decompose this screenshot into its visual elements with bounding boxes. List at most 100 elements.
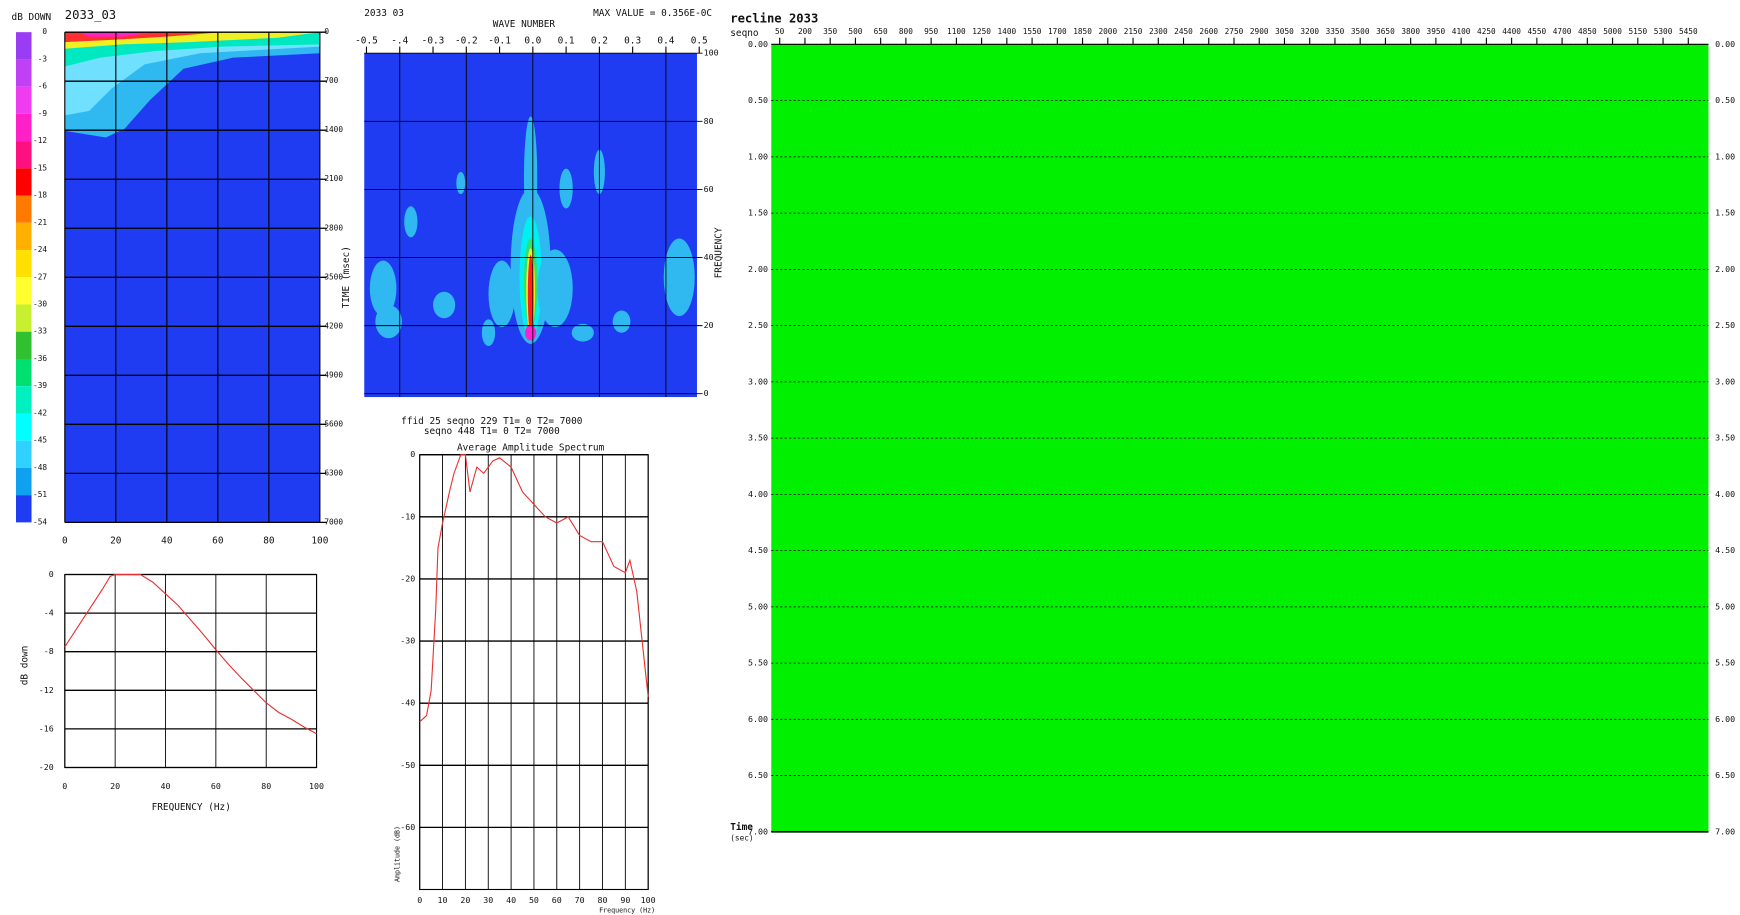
- y-tick-label: 2100: [324, 174, 343, 183]
- contour: [488, 260, 516, 328]
- y-tick-label: 2.50: [748, 320, 768, 330]
- y-tick-label: 2800: [324, 223, 343, 232]
- x-tick-label: 30: [483, 895, 493, 905]
- colorbar-tick-label: -15: [33, 163, 47, 172]
- x-tick-label: 2000: [1098, 27, 1117, 36]
- x-tick-label: 3200: [1300, 27, 1319, 36]
- colorbar-segment: [16, 467, 32, 496]
- y-tick-label: 3.50: [748, 433, 768, 443]
- y-label: dB down: [19, 646, 30, 686]
- y-unit: (sec): [730, 833, 753, 842]
- x-tick-label: 4100: [1452, 27, 1471, 36]
- contour: [559, 168, 573, 209]
- x-tick-label: 1100: [947, 27, 966, 36]
- colorbar-segment: [16, 386, 32, 414]
- colorbar-tick-label: -33: [33, 327, 47, 336]
- x-tick-label: 950: [924, 27, 938, 36]
- y-tick-label: 6300: [324, 468, 343, 477]
- x-tick-label: 0.4: [657, 36, 674, 47]
- subtitle: ffid 25 seqno 229 T1= 0 T2= 7000: [401, 416, 583, 427]
- y-tick-label: 4.50: [748, 545, 768, 555]
- x-tick-label: 20: [110, 536, 122, 547]
- x-tick-label: -0.1: [488, 36, 511, 47]
- colorbar-tick-label: -6: [38, 82, 48, 91]
- contour: [537, 249, 573, 328]
- x-tick-label: 2750: [1225, 27, 1244, 36]
- y-tick-label: -16: [39, 723, 54, 733]
- y-tick-label: 4.00: [748, 489, 768, 499]
- y-tick-label: 5.50: [1715, 658, 1735, 668]
- y-tick-label: 60: [704, 184, 714, 194]
- contour: [527, 255, 534, 333]
- y-tick-label: -8: [44, 646, 54, 656]
- y-tick-label: 1.00: [1715, 151, 1735, 161]
- subtitle: seqno 448 T1= 0 T2= 7000: [424, 426, 560, 437]
- y-tick-label: -50: [400, 760, 415, 770]
- colorbar-segment: [16, 32, 32, 60]
- x-tick-label: 1550: [1023, 27, 1042, 36]
- colorbar-segment: [16, 250, 32, 278]
- x-tick-label: 500: [848, 27, 862, 36]
- x-tick-label: 60: [212, 536, 224, 547]
- panel-title: recline 2033: [730, 11, 818, 25]
- y-tick-label: -30: [400, 636, 415, 646]
- colorbar-segment: [16, 413, 32, 441]
- x-tick-label: 50: [529, 895, 539, 905]
- x-tick-label: 4850: [1578, 27, 1597, 36]
- y-tick-label: -40: [400, 698, 415, 708]
- contour: [404, 206, 418, 238]
- y-tick-label: 40: [704, 252, 714, 262]
- contour: [525, 324, 537, 341]
- x-tick-label: 40: [161, 536, 173, 547]
- y-tick-label: 20: [704, 320, 714, 330]
- y-tick-label: 1.50: [748, 208, 768, 218]
- y-tick-label: 3.00: [748, 376, 768, 386]
- x-tick-label: 3650: [1376, 27, 1395, 36]
- x-tick-label: 5450: [1679, 27, 1698, 36]
- y-tick-label: 5.00: [748, 601, 768, 611]
- x-tick-label: 2600: [1199, 27, 1218, 36]
- x-tick-label: 3500: [1351, 27, 1370, 36]
- colorbar-tick-label: -21: [33, 218, 47, 227]
- contour: [612, 310, 631, 333]
- y-label: Amplitude (dB): [394, 826, 402, 882]
- panel-title: 2033 03: [364, 8, 404, 19]
- x-tick-label: 0.1: [558, 36, 575, 47]
- x-tick-label: 60: [211, 781, 221, 791]
- contour: [375, 305, 402, 339]
- y-tick-label: 7000: [324, 517, 343, 526]
- y-tick-label: 0: [704, 388, 709, 398]
- x-tick-label: 800: [899, 27, 913, 36]
- contour: [663, 238, 695, 317]
- colorbar-segment: [16, 86, 32, 114]
- y-tick-label: 6.00: [1715, 714, 1735, 724]
- colorbar-segment: [16, 141, 32, 169]
- colorbar-tick-label: -54: [33, 517, 47, 526]
- x-label: FREQUENCY (Hz): [152, 802, 231, 813]
- contour: [78, 32, 156, 37]
- panel-title: Average Amplitude Spectrum: [457, 443, 605, 454]
- colorbar-label: dB DOWN: [12, 12, 52, 23]
- y-tick-label: 5.00: [1715, 601, 1735, 611]
- colorbar-tick-label: -30: [33, 300, 47, 309]
- y-tick-label: 100: [704, 48, 719, 58]
- x-tick-label: 4250: [1477, 27, 1496, 36]
- x-tick-label: 40: [506, 895, 516, 905]
- x-tick-label: 100: [309, 781, 324, 791]
- x-tick-label: 20: [460, 895, 470, 905]
- y-tick-label: 5.50: [748, 658, 768, 668]
- y-tick-label: -4: [44, 608, 54, 618]
- colorbar-tick-label: -39: [33, 381, 47, 390]
- x-tick-label: 100: [641, 895, 656, 905]
- x-tick-label: 4400: [1502, 27, 1521, 36]
- colorbar-tick-label: -45: [33, 436, 47, 445]
- y-tick-label: -10: [400, 511, 415, 521]
- x-tick-label: 80: [597, 895, 607, 905]
- colorbar-tick-label: -9: [38, 109, 48, 118]
- colorbar-tick-label: -27: [33, 272, 47, 281]
- x-tick-label: 0: [62, 781, 67, 791]
- y-tick-label: 4.50: [1715, 545, 1735, 555]
- y-tick-label: 7.00: [748, 826, 768, 836]
- x-tick-label: 2450: [1174, 27, 1193, 36]
